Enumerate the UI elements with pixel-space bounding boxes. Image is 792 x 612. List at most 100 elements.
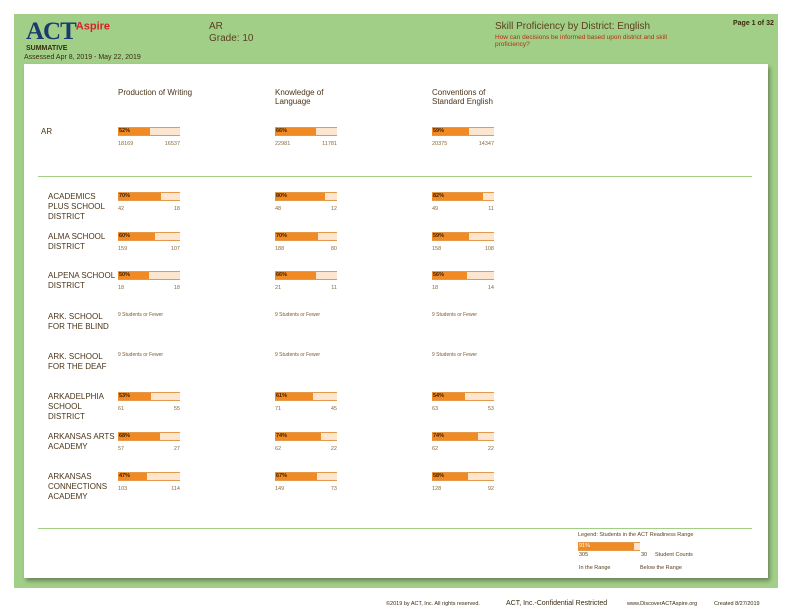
legend-in-label: In the Range <box>579 565 611 571</box>
legend-below-label: Below the Range <box>640 565 682 571</box>
percent-label: 74% <box>276 433 288 439</box>
created-date: Created 8/27/2019 <box>714 601 760 607</box>
below-range-count: 14 <box>487 285 494 291</box>
proficiency-bar: 67% <box>275 472 337 481</box>
small-count-note: 9 Students or Fewer <box>432 352 478 358</box>
proficiency-bar: 70% <box>118 192 180 201</box>
column-header: Production of Writing <box>118 88 193 97</box>
bar-fill <box>432 433 478 440</box>
proficiency-bar: 60% <box>118 232 180 241</box>
below-range-count: 18 <box>173 285 180 291</box>
state-name: AR <box>41 127 53 136</box>
small-count-note: 9 Students or Fewer <box>432 312 478 318</box>
percent-label: 70% <box>276 233 288 239</box>
proficiency-bar: 80% <box>275 192 337 201</box>
percent-label: 61% <box>276 393 288 399</box>
in-range-count: 62 <box>275 446 282 452</box>
district-name: ARK. SCHOOL FOR THE BLIND <box>48 312 109 331</box>
report-panel <box>24 64 768 578</box>
below-range-count: 114 <box>171 486 180 492</box>
proficiency-bar: 68% <box>118 432 180 441</box>
divider <box>38 528 752 529</box>
in-range-count: 128 <box>432 486 442 492</box>
proficiency-bar: 66% <box>275 271 337 280</box>
bar-fill <box>432 393 466 400</box>
below-range-count: 14347 <box>478 141 494 147</box>
proficiency-bar: 74% <box>432 432 494 441</box>
in-range-count: 18 <box>432 285 439 291</box>
percent-label: 47% <box>119 473 131 479</box>
assessed-dates: Assessed Apr 8, 2019 - May 22, 2019 <box>24 54 141 61</box>
bar-fill <box>118 272 149 279</box>
legend-title: Legend: Students in the ACT Readiness Ra… <box>578 532 694 538</box>
percent-label: 52% <box>119 128 131 134</box>
below-range-count: 16537 <box>164 141 180 147</box>
proficiency-bar: 74% <box>275 432 337 441</box>
bar-fill <box>118 128 151 135</box>
page-number: Page 1 of 32 <box>733 20 774 27</box>
grade-label: Grade: 10 <box>209 33 254 44</box>
percent-label: 91% <box>579 543 591 549</box>
percent-label: 70% <box>119 193 131 199</box>
in-range-count: 18169 <box>118 141 134 147</box>
bar-fill <box>432 473 468 480</box>
percent-label: 59% <box>433 128 445 134</box>
assessment-type: SUMMATIVE <box>26 45 68 52</box>
page-title: Skill Proficiency by District: English <box>495 21 651 32</box>
bar-fill <box>275 473 317 480</box>
in-range-count: 149 <box>275 486 285 492</box>
in-range-count: 63 <box>432 406 439 412</box>
below-range-count: 22 <box>487 446 494 452</box>
proficiency-bar: 54% <box>432 392 494 401</box>
percent-label: 67% <box>276 473 288 479</box>
proficiency-bar: 82% <box>432 192 494 201</box>
percent-label: 58% <box>433 473 445 479</box>
percent-label: 66% <box>276 272 288 278</box>
proficiency-bar: 58% <box>432 472 494 481</box>
in-range-count: 159 <box>118 246 128 252</box>
percent-label: 53% <box>119 393 131 399</box>
below-range-count: 107 <box>170 246 180 252</box>
bar-fill <box>432 193 483 200</box>
bar-fill <box>275 128 316 135</box>
in-range-count: 21 <box>275 285 282 291</box>
percent-label: 50% <box>119 272 131 278</box>
below-range-count: 18 <box>173 206 180 212</box>
below-range-count: 11781 <box>322 141 337 147</box>
legend-bar: 91% <box>578 542 640 551</box>
copyright: ©2019 by ACT, Inc. All rights reserved. <box>386 601 480 607</box>
proficiency-bar: 47% <box>118 472 180 481</box>
proficiency-bar: 59% <box>432 232 494 241</box>
proficiency-bar: 50% <box>118 271 180 280</box>
district-name: ALMA SCHOOL DISTRICT <box>48 232 106 251</box>
below-range-count: 80 <box>330 246 337 252</box>
bar-fill <box>432 128 469 135</box>
small-count-note: 9 Students or Fewer <box>118 312 164 318</box>
proficiency-bar: 59% <box>432 127 494 136</box>
in-range-count: 20375 <box>432 141 448 147</box>
bar-fill <box>432 233 469 240</box>
percent-label: 56% <box>433 272 445 278</box>
small-count-note: 9 Students or Fewer <box>275 312 321 318</box>
column-header: Knowledge of Language <box>275 88 324 106</box>
below-range-count: 53 <box>487 406 494 412</box>
percent-label: 59% <box>433 233 445 239</box>
below-range-count: 12 <box>330 206 337 212</box>
bar-fill <box>578 543 635 550</box>
proficiency-bar: 70% <box>275 232 337 241</box>
proficiency-bar: 56% <box>432 271 494 280</box>
below-range-count: 45 <box>330 406 337 412</box>
in-range-count: 103 <box>118 486 128 492</box>
below-range-count: 11 <box>331 285 337 291</box>
page-subtitle: How can decisions be informed based upon… <box>495 34 667 48</box>
bar-fill <box>118 433 161 440</box>
in-range-count: 158 <box>432 246 442 252</box>
confidential-label: ACT, Inc.-Confidential Restricted <box>506 600 608 607</box>
in-range-count: 48 <box>275 206 282 212</box>
percent-label: 60% <box>119 233 131 239</box>
bar-fill <box>118 393 151 400</box>
column-header: Conventions of Standard English <box>432 88 493 106</box>
bar-fill <box>275 433 321 440</box>
legend-in-count: 305 <box>579 552 589 558</box>
state-label: AR <box>209 21 223 32</box>
